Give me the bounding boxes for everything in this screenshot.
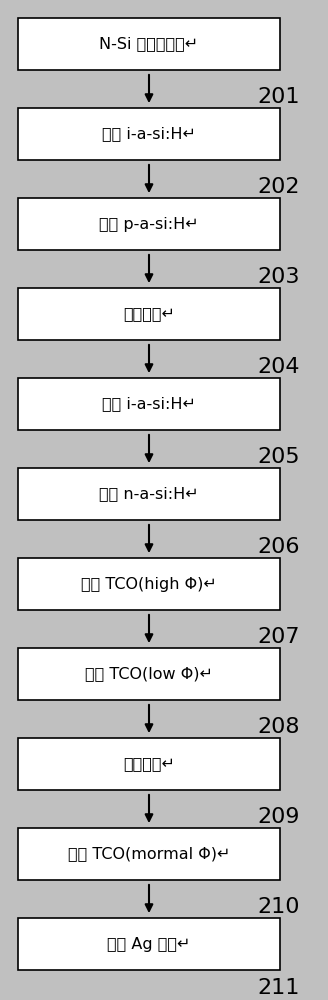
Bar (18, 558, 280, 610)
Bar (18, 198, 280, 250)
Text: 硅片翻转↵: 硅片翻转↵ (123, 306, 175, 322)
Bar (18, 288, 280, 340)
Text: 正面 i-a-si:H↵: 正面 i-a-si:H↵ (102, 126, 196, 141)
Text: 209: 209 (257, 807, 300, 827)
Text: 211: 211 (257, 978, 300, 998)
Bar (18, 108, 280, 160)
Text: 反面 i-a-si:H↵: 反面 i-a-si:H↵ (102, 396, 196, 412)
Bar (18, 378, 280, 430)
Text: 203: 203 (257, 267, 300, 287)
Bar (18, 468, 280, 520)
Bar (18, 738, 280, 790)
Bar (18, 918, 280, 970)
Text: 204: 204 (257, 357, 300, 377)
Text: 正面 TCO(low Φ)↵: 正面 TCO(low Φ)↵ (85, 666, 213, 682)
Text: 205: 205 (257, 447, 300, 467)
Bar (18, 828, 280, 880)
Bar (18, 648, 280, 700)
Text: 反面 n-a-si:H↵: 反面 n-a-si:H↵ (99, 487, 199, 502)
Bar (18, 18, 280, 70)
Text: 207: 207 (257, 627, 300, 647)
Text: 正面 TCO(high Φ)↵: 正面 TCO(high Φ)↵ (81, 576, 217, 591)
Text: 正面 p-a-si:H↵: 正面 p-a-si:H↵ (99, 217, 199, 232)
Text: 208: 208 (257, 717, 300, 737)
Text: 反面 TCO(mormal Φ)↵: 反面 TCO(mormal Φ)↵ (68, 846, 230, 861)
Text: 丝印 Ag 栅极↵: 丝印 Ag 栅极↵ (107, 936, 191, 952)
Text: 202: 202 (257, 177, 300, 197)
Text: 201: 201 (257, 87, 300, 107)
Text: 210: 210 (257, 897, 300, 917)
Text: 硅片翻转↵: 硅片翻转↵ (123, 756, 175, 772)
Text: 206: 206 (257, 537, 300, 557)
Text: N-Si 片清洗制绒↵: N-Si 片清洗制绒↵ (99, 36, 198, 51)
